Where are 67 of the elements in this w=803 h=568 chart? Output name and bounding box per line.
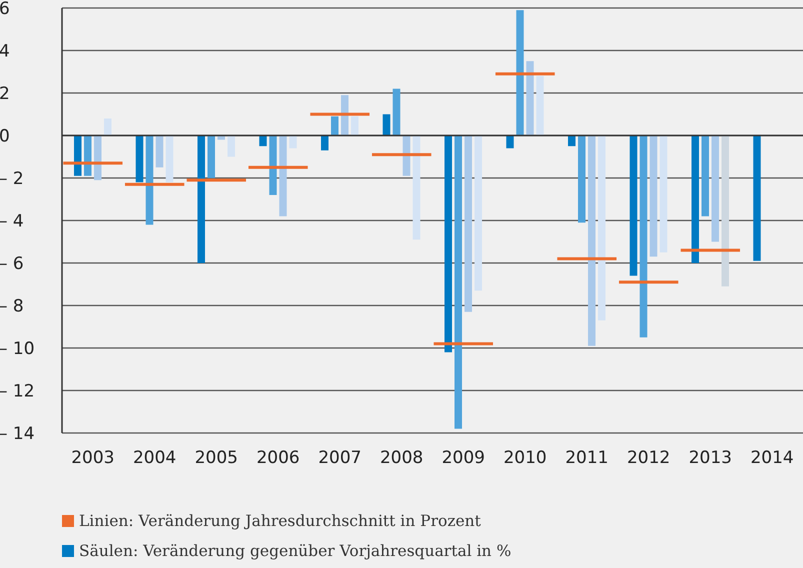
bar	[650, 136, 658, 257]
bar	[753, 136, 761, 261]
bar	[692, 136, 699, 263]
x-tick-label: 2004	[132, 448, 176, 468]
y-tick-label: – 12	[0, 382, 35, 402]
bar	[506, 136, 514, 148]
y-tick-label: 2	[0, 84, 10, 104]
x-tick-label: 2012	[626, 448, 670, 468]
bar	[198, 136, 205, 263]
bar	[464, 136, 472, 312]
x-tick-label: 2006	[256, 448, 300, 468]
bar	[536, 76, 544, 136]
bar	[341, 95, 348, 136]
bar	[208, 136, 215, 178]
bar	[104, 118, 112, 136]
x-tick-label: 2009	[442, 448, 486, 468]
bar	[146, 136, 154, 225]
bar	[392, 88, 400, 136]
bar	[402, 136, 410, 176]
bar	[94, 136, 102, 180]
bar	[351, 116, 358, 136]
x-tick-label: 2010	[503, 448, 547, 468]
y-tick-label: 6	[0, 0, 10, 20]
x-tick-label: 2003	[71, 448, 115, 468]
bar	[598, 136, 606, 320]
bar	[660, 136, 668, 252]
bar	[382, 114, 390, 136]
y-tick-label: 0	[0, 126, 10, 147]
bar	[321, 136, 328, 150]
bar	[722, 136, 729, 286]
y-tick-label: – 6	[0, 254, 24, 274]
bar	[454, 136, 462, 429]
bar	[712, 136, 719, 242]
x-tick-label: 2008	[380, 448, 424, 468]
bar	[228, 136, 235, 157]
bar	[136, 136, 144, 182]
bar	[84, 136, 92, 176]
bar	[289, 136, 297, 148]
x-tick-label: 2014	[750, 448, 794, 468]
bar	[279, 136, 287, 216]
y-tick-label: – 2	[0, 169, 24, 190]
bar	[526, 61, 534, 136]
bar	[640, 136, 648, 338]
y-tick-label: – 8	[0, 296, 24, 317]
bar	[588, 136, 596, 346]
y-tick-label: – 10	[0, 339, 35, 360]
bar	[166, 136, 174, 182]
bar	[578, 136, 586, 223]
bar	[474, 136, 482, 291]
bar	[516, 10, 524, 136]
bar	[269, 136, 277, 195]
x-tick-label: 2007	[318, 448, 362, 468]
x-tick-label: 2005	[194, 448, 238, 468]
y-tick-label: – 4	[0, 212, 24, 232]
bar	[702, 136, 709, 216]
legend-label: Säulen: Veränderung gegenüber Vorjahresquartal in %	[79, 542, 512, 560]
y-tick-label: – 14	[0, 424, 35, 444]
x-tick-label: 2013	[688, 448, 732, 468]
bar	[331, 116, 338, 136]
bar	[412, 136, 420, 240]
bar	[444, 136, 452, 352]
bar	[74, 136, 82, 176]
bar	[630, 136, 638, 276]
x-tick-label: 2011	[565, 448, 609, 468]
y-tick-label: 4	[0, 42, 10, 62]
legend-label: Linien: Veränderung Jahresdurchschnitt in Prozent	[79, 512, 481, 530]
bar	[156, 136, 164, 168]
